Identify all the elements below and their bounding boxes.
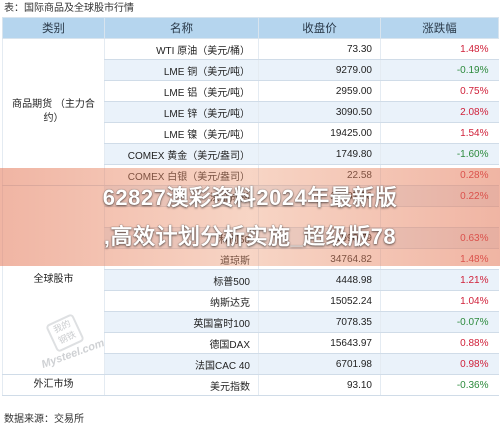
table-row: 法国CAC 40 6701.98 0.98% <box>3 353 499 375</box>
row-price: 3090.50 <box>258 101 381 123</box>
row-price: 9279.00 <box>258 59 381 81</box>
row-name: 标普500 <box>104 269 259 291</box>
header-category: 类别 <box>2 17 105 39</box>
table-row: COMEX 黄金（美元/盎司） 1749.80 -1.60% <box>3 143 499 165</box>
row-name: 德国DAX <box>104 332 259 354</box>
row-change: 0.98% <box>380 353 499 375</box>
row-price: 73.30 <box>258 38 381 60</box>
row-name: WTI 原油（美元/桶） <box>104 38 259 60</box>
row-change: 0.88% <box>380 332 499 354</box>
row-change: 1.04% <box>380 290 499 312</box>
row-name: 美元指数 <box>104 374 259 396</box>
row-change: 1.54% <box>380 122 499 144</box>
header-row: 类别 名称 收盘价 涨跌幅 <box>2 17 499 39</box>
row-change: -0.36% <box>380 374 499 396</box>
row-price: 1749.80 <box>258 143 381 165</box>
header-price: 收盘价 <box>258 17 381 39</box>
row-name: LME 镍（美元/吨） <box>104 122 259 144</box>
header-name: 名称 <box>104 17 259 39</box>
table-row: LME 锌（美元/吨） 3090.50 2.08% <box>3 101 499 123</box>
header-change: 涨跌幅 <box>380 17 499 39</box>
row-price: 4448.98 <box>258 269 381 291</box>
row-name: 英国富时100 <box>104 311 259 333</box>
watermark-logo: 我的钢铁 Mysteel.com <box>40 313 106 371</box>
table-row: 外汇市场 美元指数 93.10 -0.36% <box>2 374 499 396</box>
row-name: 法国CAC 40 <box>104 353 259 375</box>
category-commodities: 商品期货 （主力合约） <box>2 38 105 186</box>
table-row: 纳斯达克 15052.24 1.04% <box>3 290 499 312</box>
row-price: 15052.24 <box>258 290 381 312</box>
row-change: 2.08% <box>380 101 499 123</box>
overlay-banner <box>0 168 500 266</box>
row-name: LME 锌（美元/吨） <box>104 101 259 123</box>
table-row: 德国DAX 15643.97 0.88% <box>3 332 499 354</box>
overlay-subheadline: ,高效计划分析实施_超级版78 <box>103 224 397 249</box>
table-row: 英国富时100 7078.35 -0.07% <box>3 311 499 333</box>
table-caption: 表：国际商品及全球股市行情 <box>4 3 134 14</box>
row-price: 15643.97 <box>258 332 381 354</box>
row-name: LME 铜（美元/吨） <box>104 59 259 81</box>
row-price: 6701.98 <box>258 353 381 375</box>
table-row: 标普500 4448.98 1.21% <box>3 269 499 291</box>
row-price: 2959.00 <box>258 80 381 102</box>
row-change: -0.07% <box>380 311 499 333</box>
row-name: COMEX 黄金（美元/盎司） <box>104 143 259 165</box>
row-change: -1.60% <box>380 143 499 165</box>
row-name: 纳斯达克 <box>104 290 259 312</box>
source-note: 数据来源：交易所 <box>4 414 84 425</box>
row-change: 0.75% <box>380 80 499 102</box>
table-row: 商品期货 （主力合约） WTI 原油（美元/桶） 73.30 1.48% <box>2 38 499 186</box>
row-price: 93.10 <box>258 374 381 396</box>
overlay-headline: 62827澳彩资料2024年最新版 <box>102 185 398 210</box>
row-price: 7078.35 <box>258 311 381 333</box>
row-change: 1.48% <box>380 38 499 60</box>
table-row: LME 镍（美元/吨） 19425.00 1.54% <box>3 122 499 144</box>
row-name: LME 铝（美元/吨） <box>104 80 259 102</box>
row-price: 19425.00 <box>258 122 381 144</box>
table-row: LME 铜（美元/吨） 9279.00 -0.19% <box>3 59 499 81</box>
row-change: -0.19% <box>380 59 499 81</box>
row-change: 1.21% <box>380 269 499 291</box>
category-fx: 外汇市场 <box>2 374 105 396</box>
table-row: LME 铝（美元/吨） 2959.00 0.75% <box>3 80 499 102</box>
